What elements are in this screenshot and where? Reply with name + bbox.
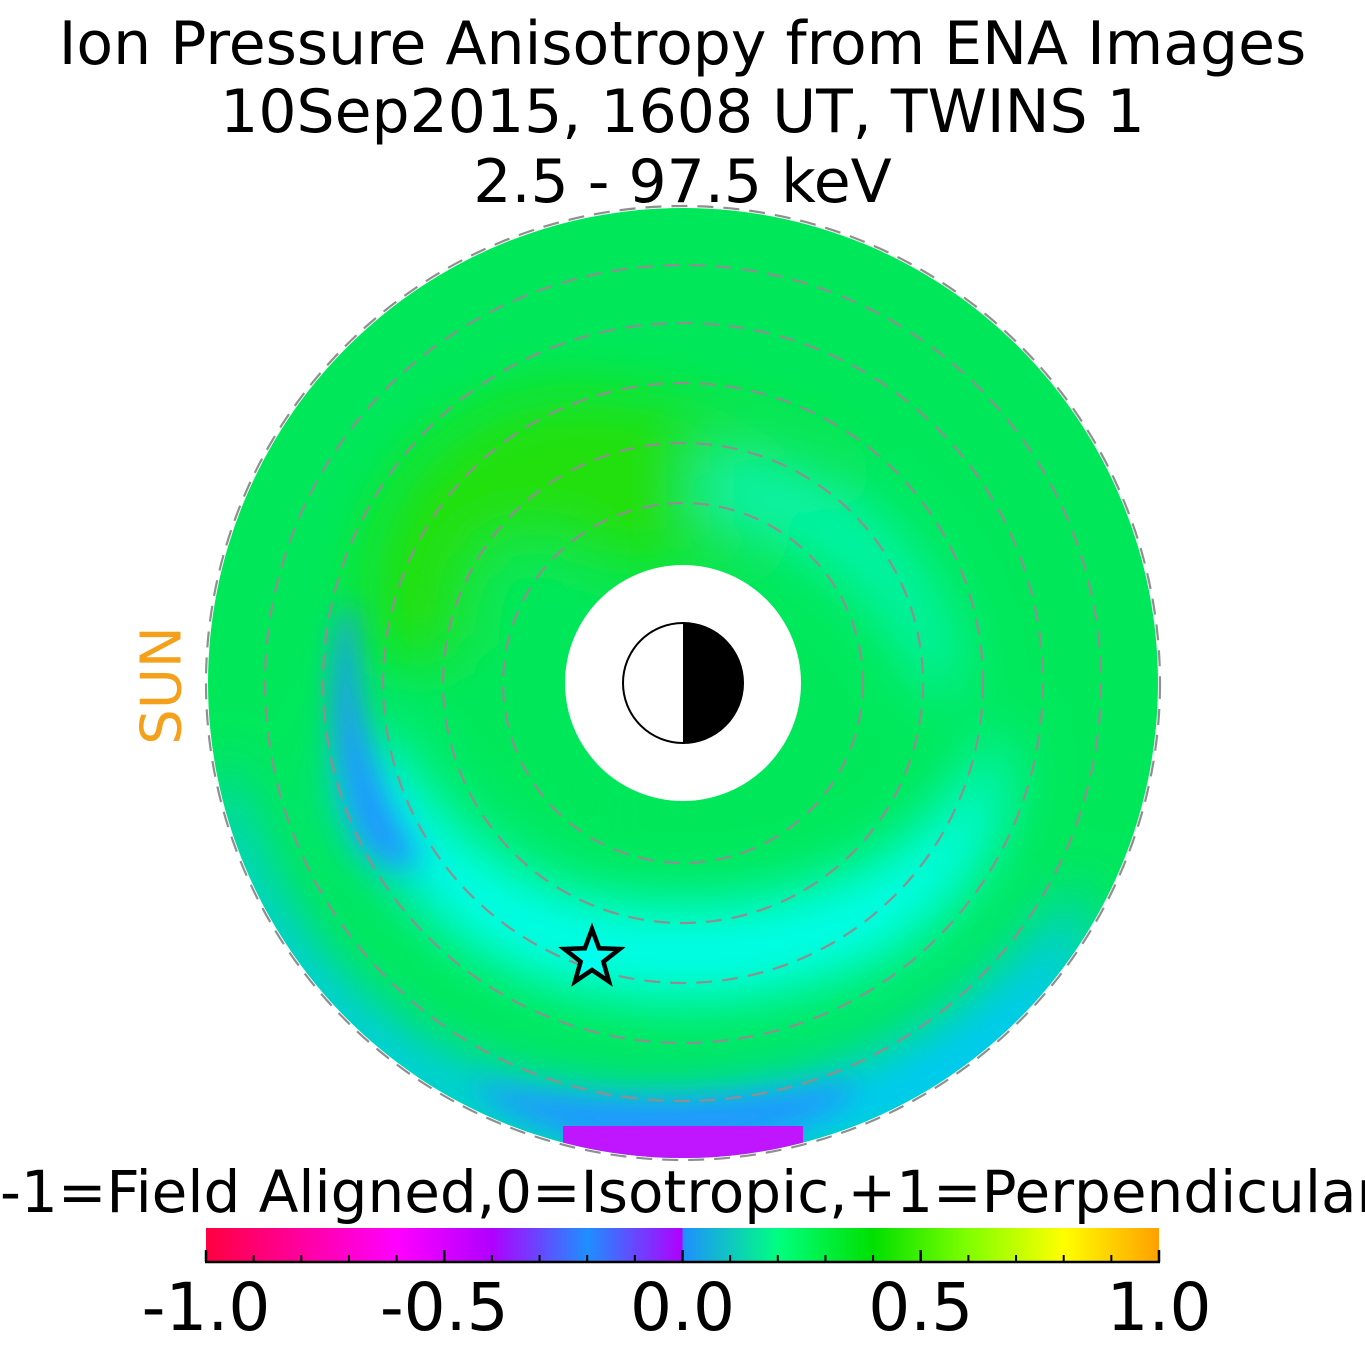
colorbar-tick-label: 0.5 xyxy=(868,1269,974,1346)
map-patches xyxy=(210,390,1087,1158)
colorbar-tick-label: 0.0 xyxy=(630,1269,735,1346)
chart-title-line-1: Ion Pressure Anisotropy from ENA Images xyxy=(58,9,1307,79)
chart-title-line-2: 10Sep2015, 1608 UT, TWINS 1 xyxy=(220,77,1145,147)
map-region-dawn-arc xyxy=(700,450,963,700)
map-disc xyxy=(208,208,1158,1158)
map-region-dusk-ring xyxy=(465,540,610,820)
colorbar-ticks xyxy=(204,1250,1161,1262)
colorbar-tick-label: 1.0 xyxy=(1106,1269,1212,1346)
l-shell-rings xyxy=(263,263,1103,1103)
chart-title-line-3: 2.5 - 97.5 keV xyxy=(473,147,892,217)
l-shell-ring xyxy=(441,441,925,925)
colorbar-tick-label: -1.0 xyxy=(141,1269,271,1346)
spacecraft-star-icon xyxy=(558,922,626,987)
colorbar-tick-label: -0.5 xyxy=(379,1269,509,1346)
map-region-blue-streak xyxy=(333,600,420,867)
l-shell-ring xyxy=(501,501,865,865)
outer-boundary xyxy=(204,204,1162,1162)
map-region-dawn-midnight-outer xyxy=(210,760,1087,1158)
l-shell-ring xyxy=(263,263,1103,1103)
l-shell-ring xyxy=(381,381,985,985)
l-shell-ring xyxy=(321,321,1045,1045)
map-region-midnight-band xyxy=(360,720,1005,1001)
colorbar-label: -1=Field Aligned,0=Isotropic,+1=Perpendi… xyxy=(0,1158,1365,1226)
earth-icon xyxy=(622,622,744,744)
